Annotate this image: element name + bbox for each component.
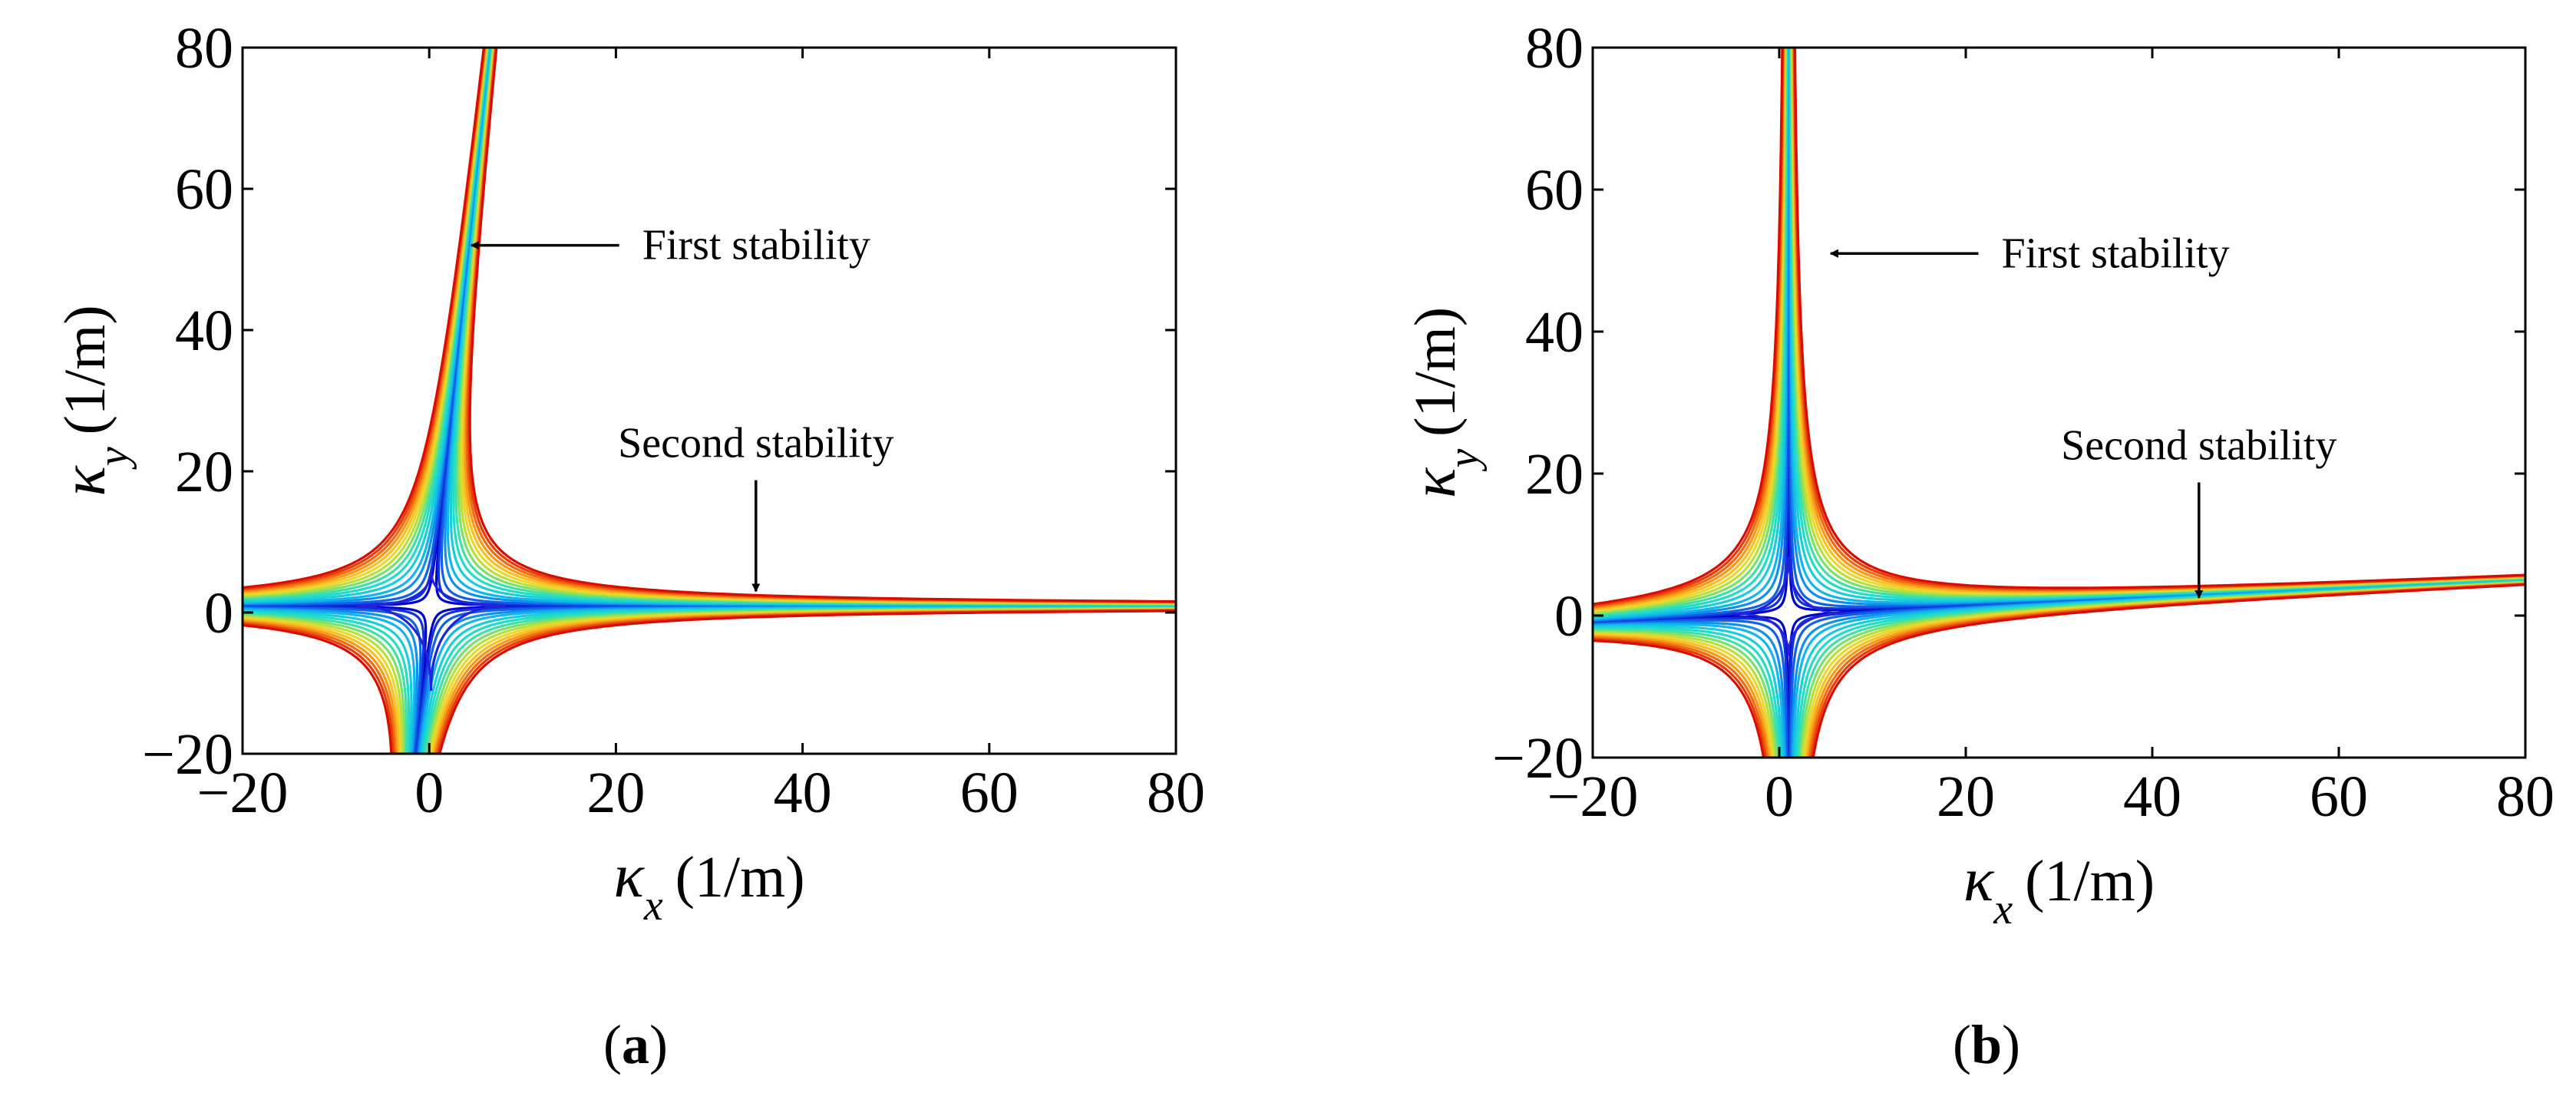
y-tick-label: −20 bbox=[142, 722, 233, 787]
contour-level-54-q3 bbox=[1811, 583, 2525, 758]
axes-frame bbox=[241, 46, 1177, 755]
x-axis-label: κx (1/m) bbox=[1963, 844, 2155, 933]
contour-level-46-q4 bbox=[1593, 636, 1769, 758]
x-tick-label: 20 bbox=[1937, 765, 1995, 829]
contour-level-26-q4 bbox=[1593, 629, 1778, 758]
contour-level-22-q4 bbox=[243, 613, 408, 754]
contour-level-4-q4 bbox=[1593, 619, 1788, 758]
inner-loop-center bbox=[356, 570, 506, 692]
panel-caption: (a) bbox=[603, 1014, 668, 1075]
chart-panel-a: −20 0 20 40 60 80 −20 0 20 40 60 80 κx (1/m) κy(1/m) Fi… bbox=[48, 16, 1205, 1075]
y-tick-label: 20 bbox=[175, 440, 233, 504]
chart-panel-b: −20 0 20 40 60 80 −20 0 20 40 60 80 κx (1/m) κy(1/m) Fi… bbox=[1399, 16, 2555, 1075]
contour-level-54-q2 bbox=[243, 48, 485, 589]
x-tick-label: 20 bbox=[586, 761, 645, 825]
y-axis-label-group: κy(1/m) bbox=[1399, 307, 1488, 498]
x-tick-label: 60 bbox=[2310, 765, 2368, 829]
x-tick-label: 80 bbox=[2496, 765, 2555, 829]
panel-caption: (b) bbox=[1953, 1014, 2020, 1075]
x-tick-label: −20 bbox=[197, 761, 289, 825]
y-tick-label: 60 bbox=[1525, 158, 1584, 223]
x-tick-label: 60 bbox=[960, 761, 1019, 825]
y-axis-label-group: κy(1/m) bbox=[48, 305, 137, 496]
inner-loops bbox=[1732, 556, 1845, 656]
contour-level-54-q1 bbox=[468, 48, 1176, 603]
contour-level-38-q4 bbox=[243, 618, 400, 754]
contour-level-22-q4 bbox=[1593, 628, 1780, 758]
contour-level-30-q4 bbox=[1593, 631, 1776, 758]
contour-level-10-q4 bbox=[1593, 623, 1785, 758]
contour-level-7-q4 bbox=[243, 607, 418, 754]
contour-level-18-q4 bbox=[1593, 626, 1782, 758]
x-tick-label: 40 bbox=[774, 761, 832, 825]
y-axis-label: κy(1/m) bbox=[1399, 307, 1488, 498]
contour-level-54-q2 bbox=[1593, 48, 1784, 606]
contour-level-34-q4 bbox=[1593, 632, 1775, 758]
axes-frame bbox=[1591, 46, 2527, 759]
x-axis-label: κx (1/m) bbox=[613, 840, 804, 930]
y-tick-label: 60 bbox=[175, 157, 233, 222]
contour-lines bbox=[1593, 48, 2525, 758]
contour-level-10-q4 bbox=[243, 608, 416, 754]
y-axis-label: κy(1/m) bbox=[48, 305, 137, 496]
contour-level-14-q4 bbox=[243, 609, 413, 754]
contour-level-34-q4 bbox=[243, 616, 402, 754]
plot-area bbox=[243, 48, 1176, 754]
contour-level-30-q4 bbox=[243, 615, 404, 754]
contour-level-2-q4 bbox=[243, 606, 425, 754]
contour-level-14-q4 bbox=[1593, 625, 1784, 758]
y-tick-label: 20 bbox=[1525, 442, 1584, 507]
x-tick-label: −20 bbox=[1547, 765, 1639, 829]
second-stability-label: Second stability bbox=[618, 420, 893, 467]
inner-loop-center bbox=[1732, 556, 1845, 656]
contour-level-42-q4 bbox=[243, 619, 398, 754]
x-tick-label: 0 bbox=[1765, 765, 1794, 829]
first-stability-label: First stability bbox=[2001, 230, 2229, 277]
second-stability-label: Second stability bbox=[2061, 422, 2337, 470]
y-tick-label: 40 bbox=[1525, 300, 1584, 365]
contour-level-26-q4 bbox=[243, 614, 406, 754]
contour-level-54-q4 bbox=[243, 623, 393, 754]
contour-level-54-q4 bbox=[1593, 639, 1765, 758]
y-tick-label: 80 bbox=[175, 16, 233, 81]
contour-level-4-q4 bbox=[243, 606, 422, 754]
contour-level-38-q4 bbox=[1593, 634, 1772, 758]
y-tick-label: −20 bbox=[1492, 726, 1584, 791]
y-tick-label: 0 bbox=[1554, 584, 1584, 649]
contour-level-18-q4 bbox=[243, 611, 410, 754]
y-tick-label: 80 bbox=[1525, 16, 1584, 81]
x-tick-label: 40 bbox=[2123, 765, 2181, 829]
contour-level-50-q4 bbox=[243, 623, 395, 754]
contour-level-46-q4 bbox=[243, 621, 397, 754]
contour-level-54-q3 bbox=[438, 609, 1176, 754]
x-tick-label: 0 bbox=[414, 761, 444, 825]
inner-loops bbox=[356, 570, 506, 692]
x-tick-label: 80 bbox=[1147, 761, 1205, 825]
contour-level-50-q4 bbox=[1593, 638, 1767, 758]
contour-level-54-q1 bbox=[1793, 48, 2525, 589]
y-tick-label: 40 bbox=[175, 299, 233, 363]
contour-level-7-q4 bbox=[1593, 621, 1787, 758]
first-stability-label: First stability bbox=[642, 222, 870, 269]
contour-lines bbox=[243, 48, 1176, 754]
contour-level-42-q4 bbox=[1593, 635, 1771, 758]
y-tick-label: 0 bbox=[204, 581, 233, 646]
